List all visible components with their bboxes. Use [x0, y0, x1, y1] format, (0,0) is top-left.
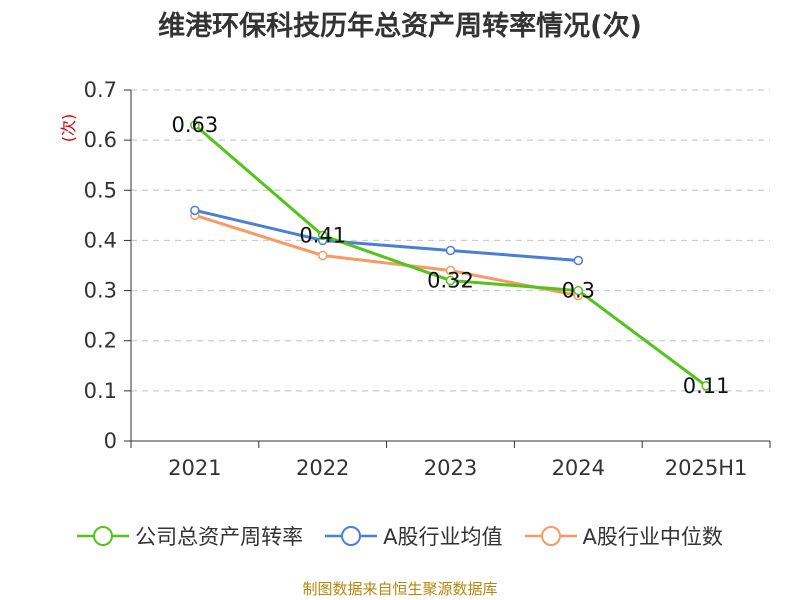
x-tick-label: 2022 [296, 456, 349, 480]
x-tick-label: 2025H1 [665, 456, 748, 480]
y-tick-label: 0.1 [84, 379, 117, 403]
data-point [190, 205, 200, 216]
y-tick-label: 0.2 [84, 329, 117, 353]
data-point [317, 230, 328, 241]
data-label: 0.32 [427, 269, 474, 293]
data-label: 0.11 [683, 374, 730, 398]
x-tick-label: 2021 [168, 456, 221, 480]
data-point [573, 285, 584, 296]
data-labels: 0.63 0.41 0.32 0.3 0.11 [172, 113, 730, 398]
legend-item[interactable]: 公司总资产周转率 [77, 521, 303, 551]
legend-marker-icon [77, 526, 130, 546]
data-label: 0.41 [299, 223, 346, 247]
data-point [445, 275, 456, 286]
legend-label: 公司总资产周转率 [135, 525, 304, 549]
series-lines [190, 120, 711, 391]
series-line [194, 208, 579, 262]
data-point [573, 255, 584, 266]
legend-label: A股行业中位数 [582, 525, 723, 549]
y-tick-label: 0.6 [84, 128, 117, 152]
data-point [317, 250, 328, 261]
source-note: 制图数据来自恒生聚源数据库 [302, 580, 498, 598]
data-label: 0.3 [562, 279, 595, 303]
series-line [193, 123, 707, 388]
legend: 公司总资产周转率 A股行业均值 A股行业中位数 [0, 518, 800, 554]
legend-marker-icon [325, 526, 378, 546]
legend-marker-icon [524, 526, 577, 546]
data-point [445, 245, 456, 256]
data-point [190, 120, 200, 130]
legend-item[interactable]: A股行业均值 [325, 521, 503, 551]
y-tick-label: 0.4 [84, 228, 117, 252]
legend-label: A股行业均值 [383, 525, 503, 549]
y-axis-label: (次) [59, 114, 78, 143]
grid-lines [131, 89, 770, 392]
x-tick-label: 2024 [552, 456, 605, 480]
y-tick-label: 0.3 [84, 279, 117, 303]
data-point [445, 265, 456, 276]
y-tick-label: 0.7 [84, 78, 117, 102]
y-tick-label: 0 [104, 429, 117, 453]
data-label: 0.63 [172, 113, 219, 137]
chart-title: 维港环保科技历年总资产周转率情况(次) [158, 11, 642, 42]
x-tick-label: 2023 [424, 456, 477, 480]
axes: 0 0.1 0.2 0.3 0.4 0.5 0.6 0.7 2021 2022 2023 2024 20… [84, 78, 771, 480]
y-tick-label: 0.5 [84, 178, 117, 202]
series-line [194, 213, 579, 298]
data-point [701, 381, 711, 391]
legend-item[interactable]: A股行业中位数 [524, 521, 723, 551]
